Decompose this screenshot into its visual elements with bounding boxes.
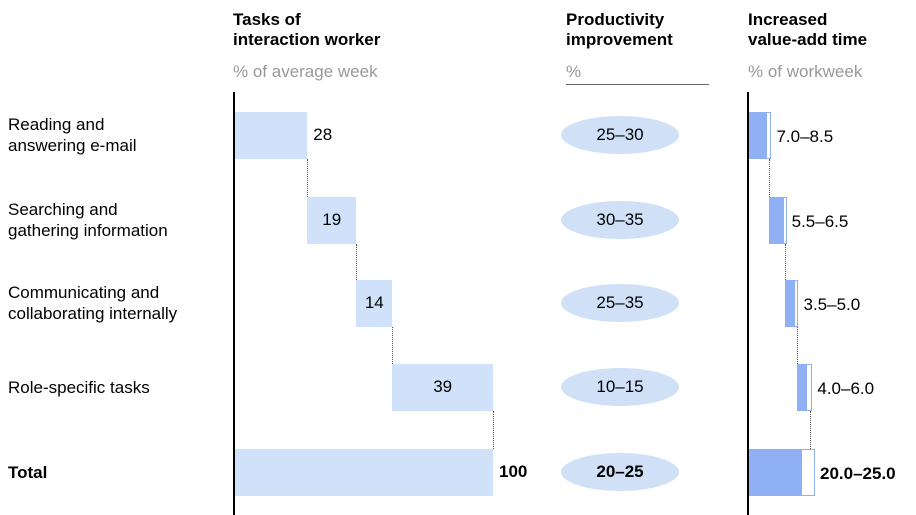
value-label: 28 xyxy=(313,125,333,144)
column-title: Tasks of interaction worker xyxy=(233,10,381,49)
bar xyxy=(235,111,308,159)
value-label: 14 xyxy=(364,293,384,312)
column-subtitle: % xyxy=(566,62,709,85)
connector xyxy=(769,158,771,197)
value-add-low xyxy=(785,279,795,327)
category-label: Role-specific tasks xyxy=(8,378,150,397)
value-add-label: 4.0–6.0 xyxy=(817,379,875,398)
bar xyxy=(235,448,493,496)
connector xyxy=(785,243,787,280)
bar xyxy=(356,279,393,327)
value-add-label: 5.5–6.5 xyxy=(791,212,849,231)
productivity-ellipse: 20–25 xyxy=(561,453,679,491)
column-title: Increased value-add time xyxy=(748,10,868,49)
column-subtitle: % of average week xyxy=(233,62,378,81)
category-label: Total xyxy=(8,463,48,482)
value-add-low xyxy=(796,363,808,411)
connector xyxy=(493,410,494,449)
productivity-ellipse: 25–30 xyxy=(561,116,679,154)
connector xyxy=(356,243,358,280)
productivity-ellipse: 10–15 xyxy=(561,368,679,406)
category-label: Communicating and collaborating internal… xyxy=(8,283,178,323)
category-label: Reading and answering e-mail xyxy=(8,115,137,155)
bar xyxy=(307,196,357,244)
axis-line xyxy=(747,92,749,515)
value-add-low xyxy=(749,111,768,159)
value-label: 100 xyxy=(499,462,528,481)
value-add-label: 7.0–8.5 xyxy=(776,127,834,146)
axis-line xyxy=(233,92,235,515)
value-label: 39 xyxy=(433,377,453,396)
column-title: Productivity improvement xyxy=(566,10,673,49)
value-label: 19 xyxy=(322,210,342,229)
connector xyxy=(796,326,798,364)
value-add-low xyxy=(749,448,802,496)
connector xyxy=(392,326,394,364)
value-add-label: 3.5–5.0 xyxy=(803,295,861,314)
productivity-ellipse: 25–35 xyxy=(561,284,679,322)
value-add-label: 20.0–25.0 xyxy=(820,464,896,483)
connector xyxy=(307,158,309,197)
column-subtitle: % of workweek xyxy=(748,62,863,81)
productivity-ellipse: 30–35 xyxy=(561,201,679,239)
connector xyxy=(809,410,811,449)
value-add-low xyxy=(769,196,784,244)
bar xyxy=(392,363,493,411)
category-label: Searching and gathering information xyxy=(8,200,168,240)
